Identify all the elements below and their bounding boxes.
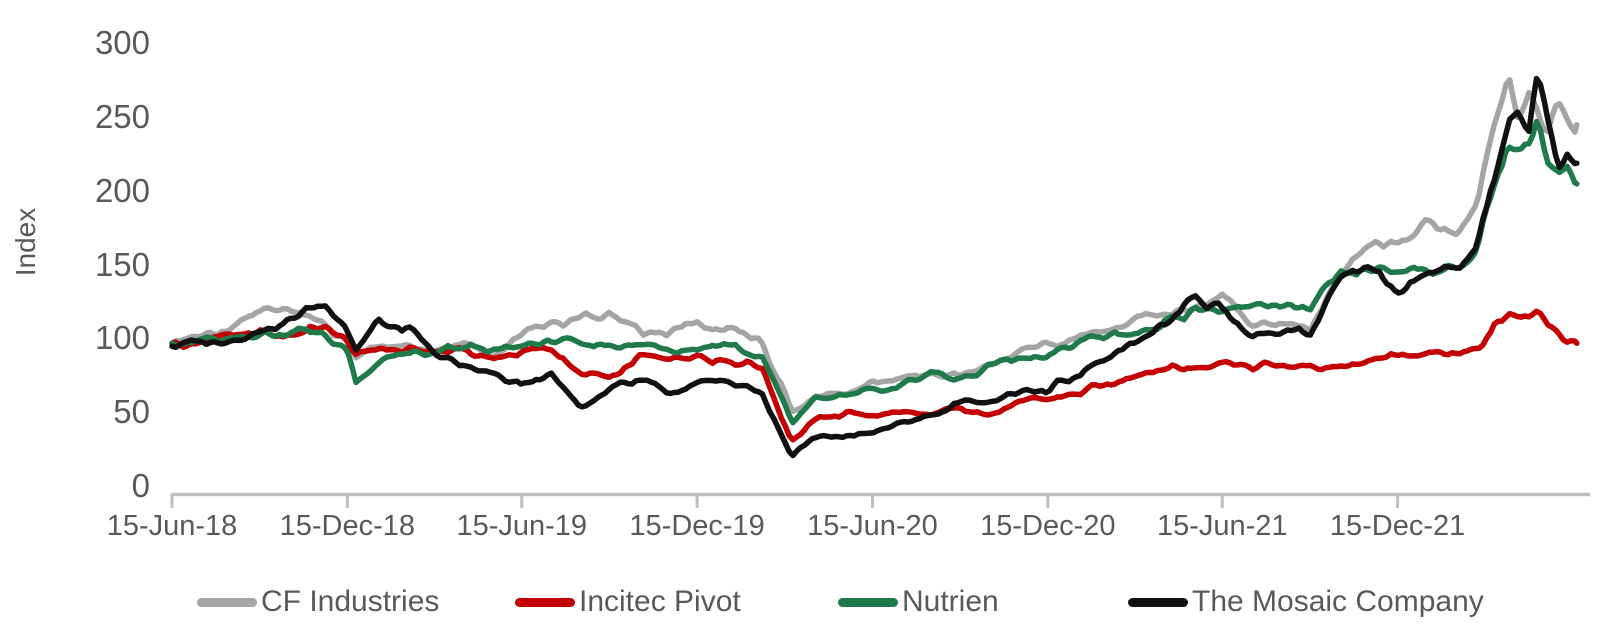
y-axis-tick-label: 200 bbox=[94, 171, 150, 209]
legend-label: Nutrien bbox=[902, 585, 999, 618]
y-axis-tick-label: 50 bbox=[113, 393, 150, 431]
legend-swatch bbox=[515, 597, 575, 607]
x-axis-tick-label: 15-Dec-21 bbox=[1329, 510, 1466, 542]
y-axis-tick-label: 300 bbox=[94, 24, 150, 61]
y-axis-tick-label: 0 bbox=[131, 467, 150, 504]
y-axis-tick-label: 100 bbox=[94, 319, 150, 357]
legend-item-cf-industries: CF Industries bbox=[197, 583, 439, 621]
legend-swatch bbox=[197, 597, 257, 607]
x-axis-tick-label: 15-Jun-18 bbox=[106, 510, 238, 542]
legend-item-incitec-pivot: Incitec Pivot bbox=[515, 583, 741, 621]
x-axis-tick-label: 15-Jun-20 bbox=[807, 510, 938, 542]
x-axis-tick-label: 15-Dec-20 bbox=[980, 510, 1116, 542]
legend-label: Incitec Pivot bbox=[579, 585, 741, 618]
legend-item-nutrien: Nutrien bbox=[838, 583, 999, 621]
legend-label: CF Industries bbox=[261, 585, 440, 618]
x-axis-tick-label: 15-Jun-19 bbox=[456, 510, 588, 542]
series-line-the-mosaic-company bbox=[169, 75, 1580, 459]
x-axis-tick-label: 15-Dec-18 bbox=[279, 510, 416, 542]
legend-label: The Mosaic Company bbox=[1192, 585, 1484, 618]
legend-swatch bbox=[1128, 597, 1188, 607]
legend-item-the-mosaic-company: The Mosaic Company bbox=[1128, 583, 1484, 621]
legend-swatch bbox=[838, 597, 898, 607]
y-axis-tick-label: 150 bbox=[94, 245, 150, 283]
series-line-incitec-pivot bbox=[169, 308, 1580, 443]
series-line-nutrien bbox=[169, 118, 1580, 426]
x-axis-tick-label: 15-Dec-19 bbox=[629, 510, 765, 542]
x-axis-tick-label: 15-Jun-21 bbox=[1156, 510, 1288, 542]
y-axis-tick-label: 250 bbox=[94, 97, 150, 135]
